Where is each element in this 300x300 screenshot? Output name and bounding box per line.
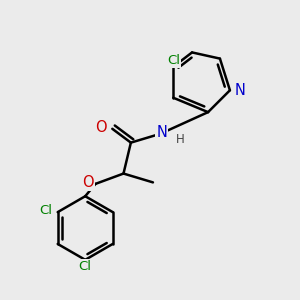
Text: H: H bbox=[176, 133, 184, 146]
Text: N: N bbox=[156, 125, 167, 140]
Text: Cl: Cl bbox=[39, 204, 52, 217]
Text: N: N bbox=[234, 83, 245, 98]
Text: O: O bbox=[95, 120, 107, 135]
Text: O: O bbox=[82, 175, 94, 190]
Text: Cl: Cl bbox=[167, 54, 180, 67]
Text: Cl: Cl bbox=[79, 260, 92, 273]
